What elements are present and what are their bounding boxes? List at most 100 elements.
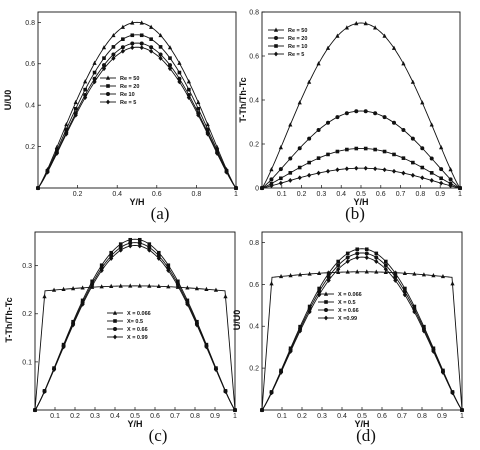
legend-marker — [105, 75, 111, 80]
data-point — [374, 251, 379, 256]
data-point — [439, 180, 444, 186]
data-point — [101, 66, 107, 72]
data-point — [109, 256, 114, 261]
data-point — [196, 107, 201, 111]
data-point — [450, 281, 455, 286]
data-point — [61, 286, 66, 291]
data-point — [450, 390, 455, 396]
x-tick-label: 0.1 — [277, 413, 287, 420]
data-point — [345, 255, 350, 260]
data-point — [177, 60, 182, 65]
data-point — [354, 109, 359, 114]
data-point — [149, 45, 154, 50]
data-point — [373, 25, 378, 30]
data-point — [374, 259, 379, 264]
data-point — [80, 301, 85, 307]
data-point — [288, 156, 293, 161]
series-line — [261, 248, 463, 411]
data-point — [269, 167, 274, 172]
data-point — [137, 241, 142, 246]
data-point — [213, 367, 219, 373]
data-point — [111, 45, 116, 49]
data-point — [344, 25, 349, 30]
data-point — [90, 279, 94, 284]
data-point — [354, 165, 359, 171]
data-point — [345, 251, 350, 256]
data-point — [102, 63, 106, 68]
x-tick-label: 0.4 — [337, 413, 347, 420]
data-point — [158, 45, 163, 49]
data-point — [392, 120, 396, 125]
legend-marker — [113, 319, 117, 323]
data-point — [317, 286, 321, 291]
data-point — [363, 109, 368, 114]
legend-label: X = 0.66 — [338, 308, 359, 314]
data-point — [269, 183, 274, 189]
x-axis-label: Y/H — [354, 419, 369, 429]
data-point — [111, 32, 116, 38]
data-point — [355, 269, 360, 274]
x-tick-label: 0.8 — [190, 413, 200, 420]
data-point — [64, 131, 69, 137]
data-point — [269, 281, 274, 286]
data-point — [232, 407, 238, 413]
data-point — [420, 100, 425, 105]
panel-caption: (b) — [345, 204, 365, 223]
legend-label: Re = 20 — [120, 84, 139, 90]
y-tick-label: 0.4 — [249, 97, 259, 104]
legend-label: X = 0.66 — [127, 327, 148, 333]
data-point — [363, 165, 368, 171]
x-tick-label: 0.1 — [277, 191, 287, 198]
data-point — [307, 172, 312, 178]
y-tick-label: 0.3 — [22, 263, 32, 270]
data-point — [186, 95, 191, 101]
y-axis-label: T-Th/Th-Tc — [4, 297, 14, 342]
data-point — [92, 79, 97, 85]
data-point — [374, 255, 379, 260]
data-point — [35, 185, 41, 191]
series-line — [37, 21, 237, 189]
x-axis-label: Y/H — [127, 419, 142, 429]
legend-label: X = 0.066 — [127, 311, 151, 317]
y-tick-label: 0.1 — [22, 359, 32, 366]
data-point — [410, 136, 415, 141]
data-point — [326, 271, 331, 276]
series-3 — [36, 41, 238, 190]
data-point — [137, 237, 142, 242]
series-line — [261, 252, 463, 411]
data-point — [336, 263, 341, 268]
data-point — [269, 177, 274, 182]
data-point — [355, 255, 360, 261]
data-point — [166, 268, 171, 273]
data-point — [42, 389, 47, 394]
y-axis-label: U/U0 — [3, 90, 13, 111]
legend-marker — [274, 36, 278, 40]
legend-label: Re 10 — [120, 92, 135, 98]
data-point — [73, 112, 78, 118]
x-tick-label: 0.8 — [417, 413, 427, 420]
data-point — [411, 160, 415, 165]
data-point — [147, 245, 152, 250]
data-point — [70, 322, 76, 328]
data-point — [345, 147, 349, 152]
series-line — [261, 256, 463, 411]
data-point — [421, 272, 427, 277]
data-point — [355, 247, 360, 252]
data-point — [158, 55, 163, 61]
data-point — [101, 45, 107, 50]
data-point — [344, 166, 349, 172]
axes-frame — [37, 11, 237, 189]
data-point — [121, 37, 125, 41]
x-tick-label: 0.6 — [150, 413, 160, 420]
data-point — [373, 166, 378, 172]
data-point — [128, 283, 133, 288]
series-line — [37, 46, 237, 189]
data-point — [185, 285, 190, 290]
y-tick-label: 0.6 — [249, 53, 259, 60]
data-point — [92, 70, 97, 75]
data-point — [307, 304, 312, 309]
series-line — [37, 42, 237, 189]
data-point — [410, 172, 415, 178]
data-point — [431, 273, 436, 278]
